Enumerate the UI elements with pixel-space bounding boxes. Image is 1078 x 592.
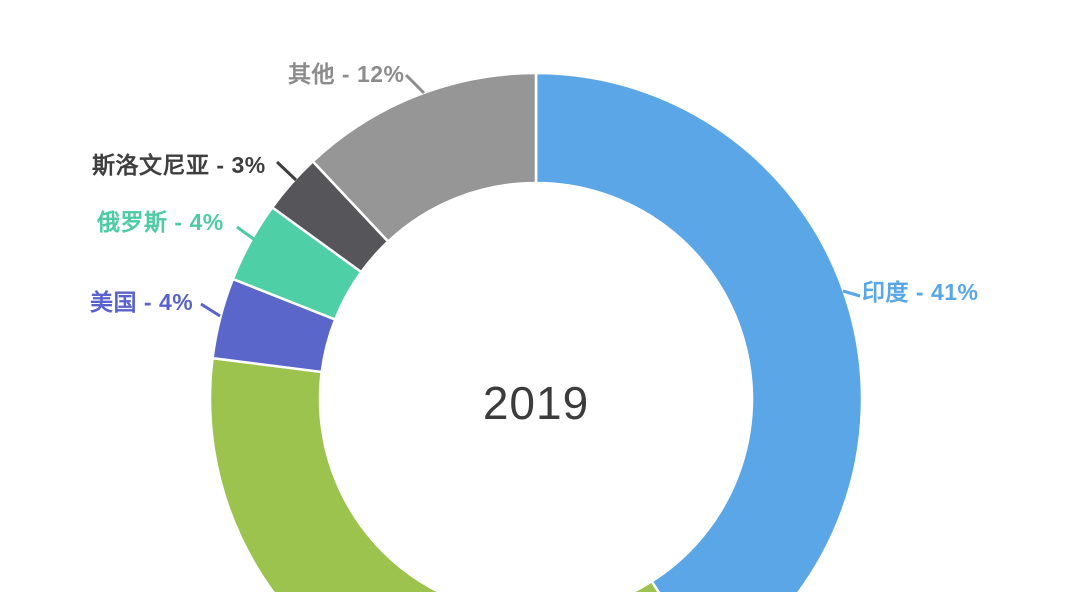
label-india: 印度 - 41% [862, 279, 979, 305]
leader-line-slovenia [275, 160, 298, 182]
leader-line-other [404, 73, 426, 95]
label-slovenia: 斯洛文尼亚 - 3% [92, 152, 266, 178]
label-usa: 美国 - 4% [90, 289, 194, 315]
segment-unlabeled-green [208, 356, 660, 592]
leader-line-usa [200, 302, 221, 318]
leader-line-india [842, 289, 861, 298]
center-year-label: 2019 [482, 377, 590, 429]
segment-india [534, 71, 864, 592]
label-russia: 俄罗斯 - 4% [97, 209, 224, 235]
segment-other [311, 71, 538, 244]
label-other: 其他 - 12% [288, 61, 405, 87]
leader-line-russia [236, 225, 256, 242]
